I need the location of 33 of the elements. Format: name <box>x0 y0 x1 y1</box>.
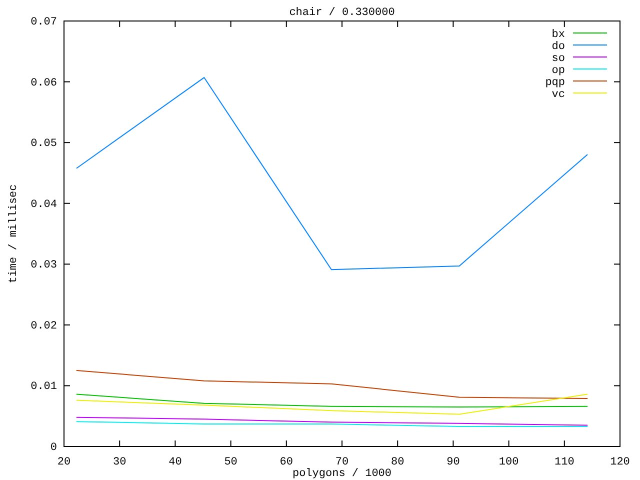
x-tick-label: 30 <box>113 456 126 468</box>
x-tick-label: 50 <box>224 456 238 468</box>
x-tick-label: 80 <box>391 456 404 468</box>
chart-title: chair / 0.330000 <box>289 7 395 19</box>
line-series <box>76 416 588 426</box>
x-axis-title: polygons / 1000 <box>292 468 392 480</box>
legend-label: do <box>552 41 565 53</box>
line-series <box>76 370 588 399</box>
y-tick-label: 0.07 <box>30 16 57 29</box>
legend-label: so <box>552 53 565 65</box>
x-tick-label: 100 <box>498 456 519 468</box>
legend-label: pqp <box>545 77 565 89</box>
y-tick-label: 0.04 <box>30 198 58 211</box>
line-series <box>76 394 588 408</box>
x-tick-label: 60 <box>280 456 293 468</box>
y-tick-label: 0.05 <box>30 138 57 150</box>
y-tick-label: 0 <box>50 442 57 454</box>
line-series <box>76 77 588 270</box>
y-tick-label: 0.03 <box>30 260 57 272</box>
line-series <box>76 394 588 415</box>
y-tick-label: 0.02 <box>30 320 57 332</box>
legend-label: vc <box>552 89 565 101</box>
x-tick-label: 90 <box>446 456 460 468</box>
legend-label: bx <box>552 29 566 41</box>
x-tick-label: 40 <box>168 456 182 468</box>
x-tick-label: 110 <box>554 456 574 468</box>
y-axis-title: time / millisec <box>8 184 20 284</box>
x-tick-label: 20 <box>57 456 71 468</box>
x-tick-label: 120 <box>610 456 630 468</box>
x-tick-label: 70 <box>335 456 349 468</box>
y-tick-label: 0.06 <box>30 77 57 90</box>
y-tick-label: 0.01 <box>30 381 58 394</box>
legend-label: op <box>552 65 565 77</box>
